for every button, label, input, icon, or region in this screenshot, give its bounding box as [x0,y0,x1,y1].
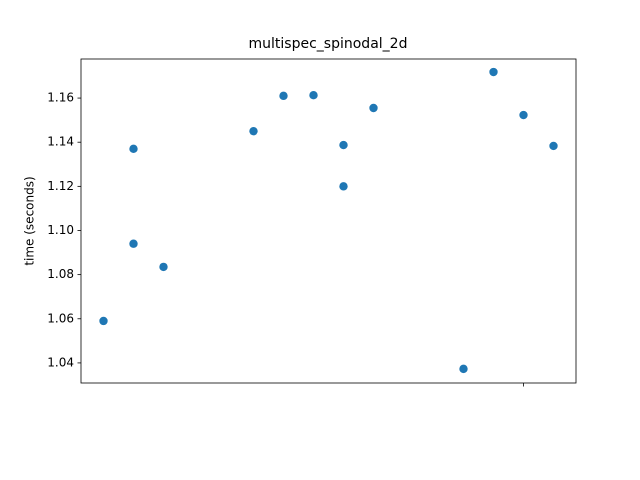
point [459,364,468,374]
y-tick-label: 1.06 [47,311,74,325]
point [369,103,378,113]
point [519,110,528,120]
point [159,262,168,272]
point [309,90,318,100]
point [549,141,558,151]
point [339,182,348,191]
point [489,67,498,77]
plot-frame [80,58,577,384]
point [339,140,348,150]
y-tick-label: 1.08 [47,267,74,281]
y-tick-label: 1.12 [47,179,74,193]
y-tick-label: 1.14 [47,135,74,149]
chart-title: multispec_spinodal_2d [249,36,408,52]
y-tick-label: 1.04 [47,355,74,369]
point [99,316,108,326]
point [279,91,288,101]
y-tick-label: 1.10 [47,223,74,237]
y-tick-label: 1.16 [47,91,74,105]
point [249,126,258,136]
point [129,239,138,248]
y-axis-label: time (seconds) [23,176,37,265]
point [129,144,138,154]
